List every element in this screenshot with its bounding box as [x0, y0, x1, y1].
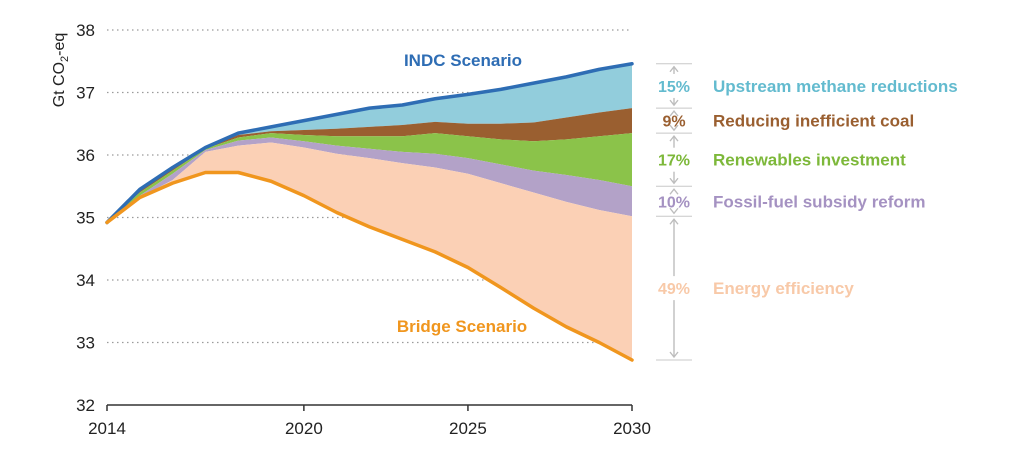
band-percent-label: 9%: [662, 114, 685, 131]
line-indc-scenario: [105, 62, 634, 225]
x-tick-label: 2025: [449, 419, 487, 438]
band-percent-label: 49%: [658, 281, 690, 298]
range-arrow-head-up: [669, 218, 679, 225]
band-renewables-investment: [107, 133, 632, 223]
range-arrow-head-down: [669, 351, 679, 359]
band-name-label: Upstream methane reductions: [713, 77, 958, 96]
y-tick-label: 34: [76, 271, 95, 290]
line-bridge-scenario: [105, 170, 634, 362]
range-arrow-head-up: [669, 65, 679, 73]
x-tick-label: 2030: [613, 419, 651, 438]
band-name-label: Reducing inefficient coal: [713, 112, 914, 131]
y-tick-label: 33: [76, 334, 95, 353]
band-percent-label: 10%: [658, 194, 690, 211]
range-arrow-head-down: [669, 177, 679, 185]
range-arrow-head-down: [669, 207, 679, 215]
range-arrow-head-down: [669, 124, 679, 132]
x-tick-label: 2014: [88, 419, 126, 438]
band-fossil-fuel-subsidy-reform: [107, 137, 632, 223]
x-tick-label: 2020: [285, 419, 323, 438]
legend: 15% Upstream methane reductions 9% Reducing…: [656, 63, 958, 361]
bridge-scenario-label: Bridge Scenario: [397, 317, 527, 336]
band-reducing-inefficient-coal: [107, 108, 632, 223]
area-bands: [107, 63, 632, 360]
band-name-label: Energy efficiency: [713, 279, 854, 298]
scenario-lines: [105, 62, 634, 362]
range-arrow-head-up: [669, 188, 679, 195]
band-name-label: Fossil-fuel subsidy reform: [713, 192, 926, 211]
y-tick-label: 32: [76, 396, 95, 415]
y-tick-label: 36: [76, 146, 95, 165]
range-arrow-head-down: [669, 99, 679, 107]
y-tick-label: 37: [76, 84, 95, 103]
range-arrow-head-up: [669, 135, 679, 142]
y-axis-label: Gt CO2-eq: [51, 33, 71, 108]
y-tick-label: 35: [76, 209, 95, 228]
axes: 32 33 34 35 36 37 38 2014 2020 2025 2030: [76, 21, 651, 438]
band-percent-label: 17%: [658, 153, 690, 170]
band-upstream-methane-reductions: [107, 63, 632, 223]
indc-scenario-label: INDC Scenario: [404, 51, 522, 70]
range-arrow-head-up: [669, 110, 679, 117]
band-name-label: Renewables investment: [713, 151, 906, 170]
y-tick-label: 38: [76, 21, 95, 40]
band-percent-label: 15%: [658, 79, 690, 96]
labels: INDC Scenario Bridge Scenario: [397, 51, 527, 336]
band-energy-efficiency: [107, 142, 632, 360]
